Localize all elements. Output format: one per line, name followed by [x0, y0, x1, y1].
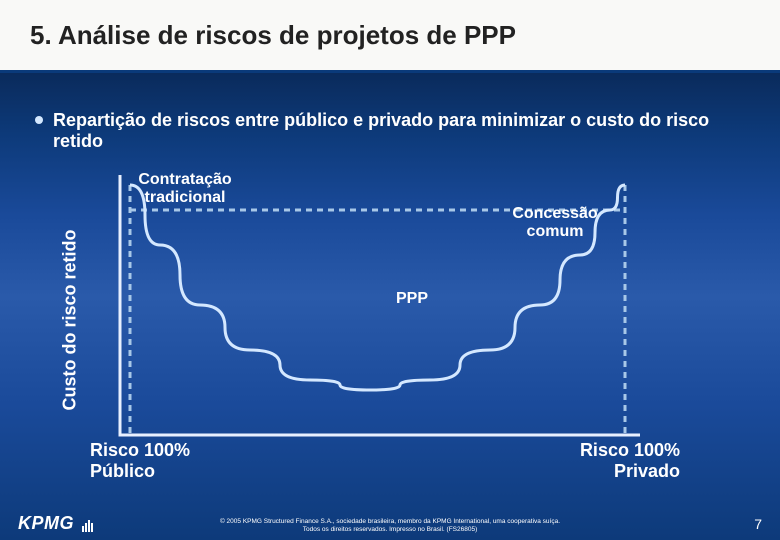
x-axis-labels: Risco 100% Público Risco 100% Privado — [120, 440, 640, 482]
label-contratacao-l1: Contratação — [138, 171, 231, 188]
slide-title: 5. Análise de riscos de projetos de PPP — [30, 20, 516, 51]
page-number: 7 — [754, 516, 762, 532]
chart-container: Custo do risco retido Contratação tradic… — [90, 175, 650, 465]
body-area: Repartição de riscos entre público e pri… — [0, 90, 780, 510]
bullet-row: Repartição de riscos entre público e pri… — [35, 110, 760, 152]
label-concessao-l2: comum — [527, 223, 584, 240]
label-contratacao-l2: tradicional — [145, 189, 226, 206]
xlabel-right-text: Risco 100% Privado — [580, 440, 680, 481]
chart-ylabel: Custo do risco retido — [60, 229, 81, 410]
copyright-l2: Todos os direitos reservados. Impresso n… — [303, 526, 478, 533]
slide-root: 5. Análise de riscos de projetos de PPP … — [0, 0, 780, 540]
label-concessao: Concessão comum — [512, 205, 597, 241]
xlabel-right: Risco 100% Privado — [540, 440, 680, 482]
kpmg-logo-bars — [82, 520, 93, 532]
label-ppp: PPP — [396, 290, 428, 308]
title-underline — [0, 70, 780, 73]
copyright-l1: © 2005 KPMG Structured Finance S.A., soc… — [220, 518, 560, 525]
label-contratacao: Contratação tradicional — [138, 171, 231, 207]
bullet-marker — [35, 116, 43, 124]
chart-plot: Contratação tradicional Concessão comum … — [120, 175, 640, 435]
xlabel-left-text: Risco 100% Público — [90, 440, 190, 481]
footer: KPMG © 2005 KPMG Structured Finance S.A.… — [0, 510, 780, 540]
kpmg-logo: KPMG — [18, 513, 74, 534]
label-concessao-l1: Concessão — [512, 205, 597, 222]
title-band: 5. Análise de riscos de projetos de PPP — [0, 0, 780, 70]
bullet-text: Repartição de riscos entre público e pri… — [53, 110, 760, 152]
copyright-text: © 2005 KPMG Structured Finance S.A., soc… — [150, 518, 630, 534]
xlabel-left: Risco 100% Público — [90, 440, 230, 482]
